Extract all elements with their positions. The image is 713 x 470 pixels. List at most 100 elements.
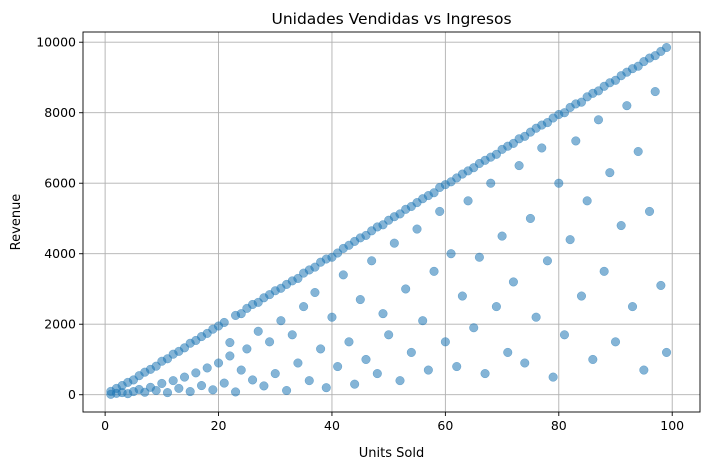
scatter-point	[605, 168, 615, 178]
scatter-point	[497, 231, 507, 241]
scatter-point	[395, 376, 405, 386]
scatter-point	[162, 388, 173, 398]
scatter-point	[389, 238, 399, 248]
scatter-point	[576, 291, 587, 301]
scatter-point	[469, 323, 479, 333]
scatter-point	[559, 108, 570, 118]
scatter-point	[463, 196, 473, 206]
scatter-point	[503, 347, 513, 357]
scatter-point	[616, 220, 626, 231]
scatter-point	[588, 354, 598, 365]
scatter-point	[548, 372, 558, 382]
scatter-point	[622, 101, 632, 111]
scatter-point	[338, 270, 348, 280]
scatter-point	[179, 372, 190, 382]
scatter-point	[259, 381, 269, 391]
x-tick-label: 20	[211, 418, 227, 433]
scatter-point	[168, 376, 178, 386]
scatter-point	[230, 387, 241, 397]
plot-frame	[82, 31, 701, 413]
x-tick-label: 40	[324, 418, 340, 433]
scatter-point	[644, 206, 655, 216]
scatter-point	[435, 206, 445, 216]
scatter-point	[412, 224, 422, 234]
scatter-point	[418, 316, 428, 326]
scatter-point	[350, 379, 360, 389]
scatter-point	[406, 347, 416, 357]
scatter-point	[650, 87, 660, 97]
scatter-point	[661, 42, 672, 53]
scatter-point	[276, 316, 286, 326]
x-tick-label: 80	[551, 418, 567, 433]
scatter-point	[213, 358, 224, 368]
scatter-point	[208, 385, 218, 395]
scatter-point	[508, 277, 518, 287]
scatter-point	[639, 365, 649, 375]
scatter-point	[225, 351, 235, 361]
scatter-point	[202, 363, 212, 373]
scatter-point	[344, 337, 354, 347]
scatter-point	[282, 385, 292, 396]
x-tick-label: 100	[660, 418, 684, 433]
scatter-point	[446, 249, 456, 259]
scatter-point	[265, 337, 275, 347]
scatter-point	[253, 326, 263, 336]
grid-lines	[83, 32, 700, 412]
scatter-point	[593, 115, 604, 125]
scatter-point	[401, 284, 411, 294]
scatter-point	[486, 178, 496, 188]
scatter-point	[151, 385, 161, 396]
scatter-point	[384, 330, 394, 340]
scatter-point	[491, 302, 501, 312]
scatter-point	[474, 252, 484, 262]
y-tick-label: 0	[68, 387, 76, 402]
scatter-point	[304, 376, 314, 386]
scatter-point	[633, 146, 643, 157]
scatter-point	[627, 302, 638, 312]
y-tick-label: 6000	[44, 176, 76, 191]
scatter-point	[219, 317, 229, 328]
scatter-point	[525, 213, 535, 224]
scatter-point	[242, 344, 252, 354]
scatter-point	[270, 369, 280, 379]
x-tick-label: 60	[437, 418, 453, 433]
chart-title: Unidades Vendidas vs Ingresos	[271, 10, 511, 28]
scatter-point	[440, 337, 450, 347]
scatter-point	[554, 178, 564, 188]
scatter-point	[367, 256, 377, 266]
scatter-point	[520, 358, 530, 368]
scatter-point	[248, 375, 258, 385]
scatter-point	[333, 361, 343, 372]
scatter-point	[174, 383, 184, 393]
scatter-point	[514, 161, 524, 171]
scatter-point	[355, 295, 365, 305]
scatter-point	[293, 273, 303, 283]
y-tick-label: 10000	[36, 35, 76, 50]
y-axis-ticks: 0 2000 4000 6000 8000 10000	[36, 35, 83, 402]
scatter-point	[191, 368, 201, 378]
scatter-point	[327, 312, 337, 322]
scatter-point	[537, 143, 547, 153]
scatter-point	[480, 369, 490, 379]
scatter-point	[321, 383, 331, 393]
scatter-point	[157, 378, 167, 388]
scatter-point	[372, 369, 382, 379]
scatter-point	[582, 196, 592, 206]
scatter-points	[106, 42, 672, 399]
y-tick-label: 4000	[44, 246, 76, 261]
x-tick-label: 0	[101, 418, 109, 433]
scatter-point	[219, 378, 229, 388]
scatter-point	[236, 309, 246, 319]
scatter-point	[599, 266, 609, 276]
scatter-point	[423, 365, 433, 375]
scatter-point	[236, 365, 246, 375]
scatter-point	[661, 347, 672, 357]
scatter-point	[196, 381, 207, 391]
scatter-point	[531, 312, 541, 322]
scatter-point	[287, 330, 297, 340]
scatter-point	[185, 387, 195, 397]
scatter-point	[452, 361, 462, 372]
scatter-point	[457, 291, 467, 301]
